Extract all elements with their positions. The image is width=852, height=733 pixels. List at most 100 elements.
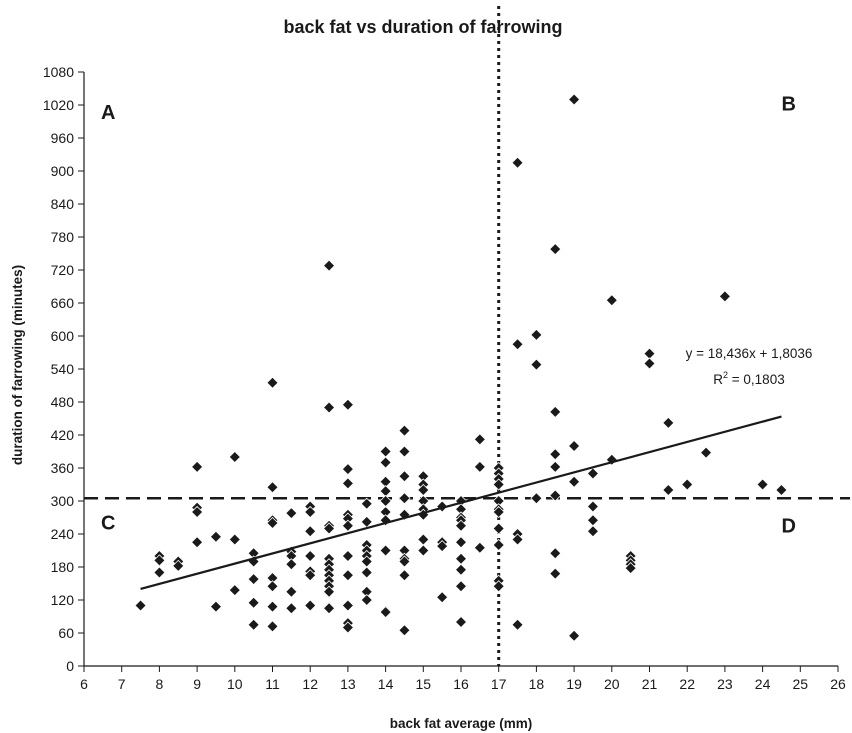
data-point [322,522,336,535]
data-point [247,618,260,631]
data-point [662,483,675,497]
data-point [379,606,392,619]
equation-label: y = 18,436x + 1,8036 [686,346,813,361]
data-point [341,398,354,411]
data-point [341,519,354,532]
x-tick-label: 16 [453,676,469,692]
data-point [398,445,411,458]
data-point [549,489,562,502]
data-point [360,515,373,528]
data-point [341,463,354,476]
x-tick-label: 20 [604,676,620,692]
data-point [360,497,373,510]
data-point [266,516,279,530]
y-tick-label: 720 [51,262,75,278]
data-point [417,533,430,546]
data-point [454,519,468,532]
data-point [341,477,354,490]
data-point [247,596,260,609]
data-point [379,445,392,458]
x-tick-label: 13 [340,676,356,692]
data-point [586,500,600,513]
data-point [304,549,317,563]
x-tick-label: 6 [80,676,88,692]
data-point [360,566,373,579]
data-point [530,328,543,341]
data-point [398,624,411,637]
data-point [454,552,468,565]
y-tick-label: 540 [51,361,75,377]
data-point [492,505,505,519]
x-tick-label: 7 [118,676,126,692]
data-point [586,514,600,527]
y-tick-label: 480 [51,394,75,410]
data-point [473,541,486,554]
data-point [191,460,204,473]
data-point [228,533,241,546]
data-point [341,599,354,612]
quadrant-label-b: B [781,94,795,116]
trendline-equation: y = 18,436x + 1,8036 R2 = 0,1803 [686,346,813,387]
x-tick-label: 12 [302,676,318,692]
data-point [304,505,317,519]
data-point [417,544,430,557]
y-tick-label: 900 [51,163,75,179]
y-tick-label: 60 [58,625,74,641]
data-point [379,544,392,557]
data-point [643,357,656,370]
data-point [304,599,317,612]
data-point [605,294,618,307]
data-point [322,585,336,598]
data-point [718,290,731,303]
data-point [134,599,147,612]
y-tick-label: 960 [51,130,75,146]
r-squared-label: R2 = 0,1803 [713,370,784,387]
data-point [191,536,204,549]
y-tick-label: 600 [51,328,75,344]
y-tick-label: 120 [51,592,75,608]
data-point [511,338,524,351]
x-axis-label: back fat average (mm) [390,716,533,731]
data-point [756,478,769,491]
data-point [436,591,449,604]
data-point [398,492,411,505]
data-point [492,538,505,552]
data-point [568,93,581,106]
data-point [530,492,543,505]
data-point [172,559,185,572]
y-tick-label: 840 [51,196,75,212]
data-point [549,448,562,461]
x-tick-label: 15 [416,676,432,692]
data-point [228,450,241,464]
data-point [398,569,411,582]
data-point [266,600,279,613]
x-tick-label: 14 [378,676,394,692]
quadrant-label-c: C [101,513,115,535]
data-point [454,615,468,629]
data-point [266,620,279,633]
data-point [322,401,336,414]
data-point [322,602,336,615]
data-point [492,478,505,491]
data-point [285,507,298,520]
x-tick-label: 19 [566,676,582,692]
x-tick-label: 8 [156,676,164,692]
data-point [492,580,505,593]
data-point [662,416,675,429]
data-point [304,525,317,538]
data-point [699,446,713,459]
x-tick-label: 10 [227,676,243,692]
data-point [285,585,298,598]
data-point [568,439,581,453]
data-point [398,424,411,437]
data-point [398,470,411,483]
y-tick-label: 180 [51,559,75,575]
quadrant-label-d: D [781,515,795,537]
y-tick-label: 0 [66,658,74,674]
data-point [681,478,694,491]
data-point [511,618,524,631]
data-point [549,460,562,473]
data-point [530,358,543,371]
y-tick-label: 420 [51,427,75,443]
